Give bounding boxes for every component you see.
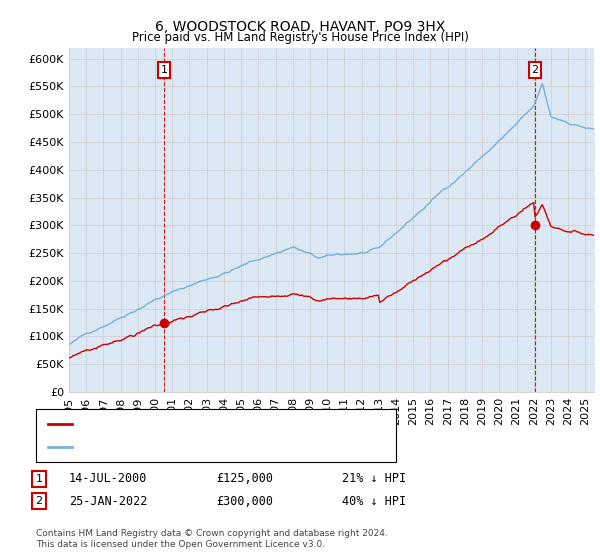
Text: Contains HM Land Registry data © Crown copyright and database right 2024.
This d: Contains HM Land Registry data © Crown c… bbox=[36, 529, 388, 549]
Text: 40% ↓ HPI: 40% ↓ HPI bbox=[342, 494, 406, 508]
Text: 25-JAN-2022: 25-JAN-2022 bbox=[69, 494, 148, 508]
Text: £300,000: £300,000 bbox=[216, 494, 273, 508]
Text: 21% ↓ HPI: 21% ↓ HPI bbox=[342, 472, 406, 486]
Text: 2: 2 bbox=[532, 65, 539, 75]
Text: £125,000: £125,000 bbox=[216, 472, 273, 486]
Text: 14-JUL-2000: 14-JUL-2000 bbox=[69, 472, 148, 486]
Text: 1: 1 bbox=[160, 65, 167, 75]
Text: HPI: Average price, detached house, Havant: HPI: Average price, detached house, Hava… bbox=[78, 442, 308, 452]
Text: 6, WOODSTOCK ROAD, HAVANT, PO9 3HX: 6, WOODSTOCK ROAD, HAVANT, PO9 3HX bbox=[155, 20, 445, 34]
Text: 6, WOODSTOCK ROAD, HAVANT, PO9 3HX (detached house): 6, WOODSTOCK ROAD, HAVANT, PO9 3HX (deta… bbox=[78, 419, 391, 429]
Text: 1: 1 bbox=[35, 474, 43, 484]
Text: Price paid vs. HM Land Registry's House Price Index (HPI): Price paid vs. HM Land Registry's House … bbox=[131, 31, 469, 44]
Text: 2: 2 bbox=[35, 496, 43, 506]
